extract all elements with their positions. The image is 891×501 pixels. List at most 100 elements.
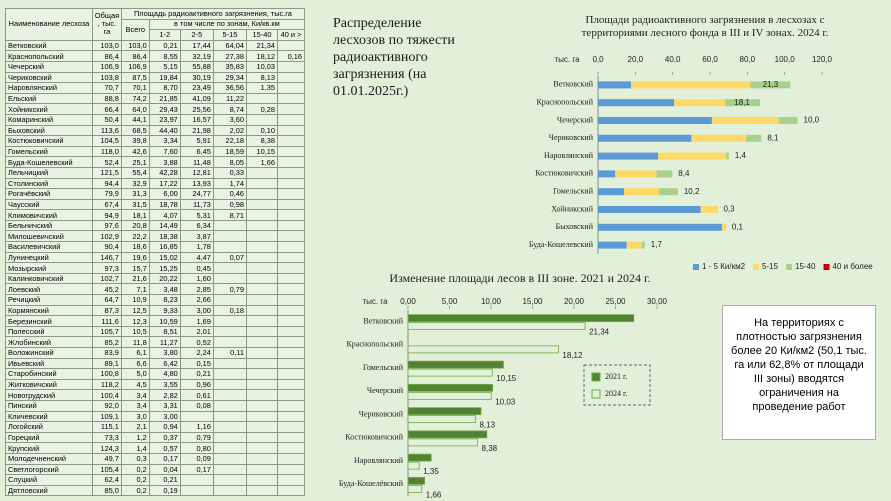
- cell-number: 0,04: [148, 463, 181, 476]
- cell-empty: [277, 399, 305, 412]
- bar-segment: [598, 99, 675, 107]
- bar-segment: [716, 206, 718, 213]
- cell-number: 10,15: [245, 145, 279, 158]
- cell-number: 15,02: [148, 251, 181, 264]
- data-label: 1,4: [735, 151, 747, 160]
- legend-box: [583, 364, 651, 406]
- x-tick-label: 100,0: [775, 55, 796, 64]
- cell-empty: [212, 262, 247, 274]
- cell-number: 86,4: [91, 50, 122, 62]
- cell-empty: [245, 378, 279, 391]
- cell-number: 0,16: [277, 50, 305, 62]
- cell-empty: [277, 124, 305, 137]
- cell-number: 87,5: [120, 71, 150, 84]
- cell-number: 3,00: [148, 410, 181, 423]
- cell-name: Калинковичский: [5, 272, 93, 285]
- cell-number: 0,2: [120, 484, 150, 497]
- cell-name: Молодечненский: [5, 452, 93, 465]
- cell-empty: [212, 442, 247, 454]
- table-row: Наровлянский 70,7 70,1 8,70 23,49 36,56 1,35: [5, 82, 305, 94]
- bar: [407, 453, 432, 462]
- cell-empty: [245, 484, 279, 497]
- table-row: Лунинецкий 146,7 19,6 15,02 4,47 0,07: [5, 251, 305, 264]
- legend-label: 1 - 5 Ки/км2: [702, 262, 746, 271]
- cell-number: 10,59: [148, 315, 181, 327]
- cell-number: 0,94: [148, 421, 181, 433]
- cell-number: 2,1: [120, 421, 150, 433]
- cell-empty: [277, 325, 305, 338]
- table-row: Молодечненский 49,7 0,3 0,17 0,09: [5, 452, 305, 465]
- cell-name: Ветковский: [5, 39, 93, 52]
- x-tick-label: 10,00: [481, 297, 502, 306]
- cell-number: 102,9: [91, 230, 122, 243]
- table-row: Калинковичский 102,7 21,6 20,22 1,60: [5, 272, 305, 285]
- cell-empty: [212, 399, 247, 412]
- bar: [407, 360, 504, 369]
- header-cell: Всего: [120, 18, 150, 41]
- cell-empty: [277, 145, 305, 158]
- cell-number: 3,48: [148, 283, 181, 296]
- legend-label: 40 и более: [833, 262, 874, 271]
- cell-name: Крупский: [5, 442, 93, 454]
- cell-number: 15,7: [120, 262, 150, 274]
- chart: тыс. га 0,0 20,0 40,0 60,0 80,0 100,0 120,0 Ветк…: [529, 55, 874, 271]
- legend-swatch: [786, 264, 793, 270]
- bar: [407, 438, 478, 447]
- data-label: 8,38: [482, 444, 498, 453]
- cell-number: 21,6: [120, 272, 150, 285]
- cell-number: 118,0: [91, 145, 122, 158]
- cell-name: Гомельский: [5, 145, 93, 158]
- table-row: Речицкий 64,7 10,9 8,23 2,66: [5, 294, 305, 306]
- table-row: Лоевский 45,2 7,1 3,48 2,85 0,79: [5, 283, 305, 296]
- cell-number: 36,56: [212, 82, 247, 94]
- cell-number: 10,9: [120, 294, 150, 306]
- cell-number: 14,49: [148, 219, 181, 232]
- cell-number: 15,25: [148, 262, 181, 274]
- bar: [407, 415, 476, 424]
- cell-number: 18,59: [212, 145, 247, 158]
- cell-number: 94,9: [91, 209, 122, 221]
- cell-number: 0,17: [148, 452, 181, 465]
- cell-number: 8,51: [148, 325, 181, 338]
- cell-number: 20,8: [120, 219, 150, 232]
- table-row: Костюковичский 104,5 39,8 3,34 5,91 22,18 8,38: [5, 135, 305, 147]
- cell-number: 2,85: [179, 283, 214, 296]
- axis-label: тыс. га: [554, 55, 580, 64]
- cell-number: 35,83: [212, 60, 247, 73]
- data-label: 1,7: [651, 240, 663, 249]
- cell-name: Чаусский: [5, 198, 93, 211]
- cell-number: 3,88: [148, 156, 181, 168]
- cell-name: Милошевичский: [5, 230, 93, 243]
- cell-number: 6,6: [120, 357, 150, 370]
- cell-empty: [212, 241, 247, 253]
- cell-number: 3,4: [120, 389, 150, 401]
- data-label: 1,66: [426, 490, 442, 499]
- cell-name: Рогачёвский: [5, 188, 93, 200]
- cell-number: 118,2: [91, 378, 122, 391]
- heading: Распределение лесхозов по тяжести радиоа…: [333, 16, 455, 99]
- cell-number: 0,3: [120, 452, 150, 465]
- table-row: Логойский 115,1 2,1 0,94 1,16: [5, 421, 305, 433]
- cell-number: 0,08: [179, 399, 214, 412]
- cell-name: Воложинский: [5, 347, 93, 359]
- cell-number: 0,21: [148, 474, 181, 486]
- cell-number: 0,45: [179, 262, 214, 274]
- cell-number: 3,0: [120, 410, 150, 423]
- table-row: Кормянский 87,3 12,5 9,33 3,00 0,18: [5, 304, 305, 317]
- cell-number: 25,56: [179, 103, 214, 115]
- cell-number: 3,80: [148, 347, 181, 359]
- cell-empty: [212, 484, 247, 497]
- cell-number: 87,3: [91, 304, 122, 317]
- table-row: Пинский 92,0 3,4 3,31 0,08: [5, 399, 305, 412]
- x-tick-label: 40,0: [665, 55, 681, 64]
- cell-number: 6,00: [148, 188, 181, 200]
- cell-empty: [277, 177, 305, 190]
- bar: [407, 345, 559, 354]
- cell-name: Быховский: [5, 124, 93, 137]
- legend-label: 2024 г.: [605, 389, 627, 398]
- cell-empty: [245, 389, 279, 401]
- cell-number: 70,1: [120, 82, 150, 94]
- cell-number: 146,7: [91, 251, 122, 264]
- bar: [407, 407, 482, 416]
